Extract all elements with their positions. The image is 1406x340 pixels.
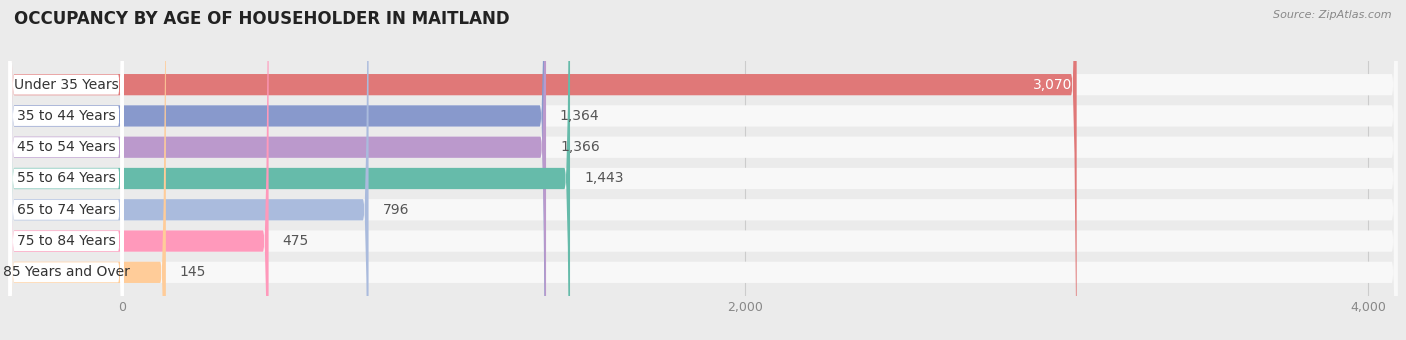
Text: 85 Years and Over: 85 Years and Over xyxy=(3,265,129,279)
FancyBboxPatch shape xyxy=(8,0,124,340)
FancyBboxPatch shape xyxy=(8,0,1398,340)
FancyBboxPatch shape xyxy=(8,0,269,340)
Text: 796: 796 xyxy=(382,203,409,217)
Text: 65 to 74 Years: 65 to 74 Years xyxy=(17,203,115,217)
Text: OCCUPANCY BY AGE OF HOUSEHOLDER IN MAITLAND: OCCUPANCY BY AGE OF HOUSEHOLDER IN MAITL… xyxy=(14,10,510,28)
FancyBboxPatch shape xyxy=(8,0,1077,340)
FancyBboxPatch shape xyxy=(8,0,1398,340)
FancyBboxPatch shape xyxy=(8,0,1398,340)
Text: 3,070: 3,070 xyxy=(1032,78,1071,92)
FancyBboxPatch shape xyxy=(8,0,1398,340)
FancyBboxPatch shape xyxy=(8,0,546,340)
FancyBboxPatch shape xyxy=(8,0,124,340)
Text: 35 to 44 Years: 35 to 44 Years xyxy=(17,109,115,123)
FancyBboxPatch shape xyxy=(8,0,546,340)
Text: 145: 145 xyxy=(180,265,207,279)
Text: 475: 475 xyxy=(283,234,309,248)
Text: 55 to 64 Years: 55 to 64 Years xyxy=(17,171,115,186)
FancyBboxPatch shape xyxy=(8,0,368,340)
FancyBboxPatch shape xyxy=(8,0,569,340)
Text: 1,443: 1,443 xyxy=(583,171,623,186)
FancyBboxPatch shape xyxy=(8,0,166,340)
FancyBboxPatch shape xyxy=(8,0,124,340)
FancyBboxPatch shape xyxy=(8,0,1398,340)
FancyBboxPatch shape xyxy=(8,0,124,340)
FancyBboxPatch shape xyxy=(8,0,124,340)
Text: Source: ZipAtlas.com: Source: ZipAtlas.com xyxy=(1274,10,1392,20)
Text: 45 to 54 Years: 45 to 54 Years xyxy=(17,140,115,154)
FancyBboxPatch shape xyxy=(8,0,124,340)
FancyBboxPatch shape xyxy=(8,0,124,340)
Text: Under 35 Years: Under 35 Years xyxy=(14,78,118,92)
FancyBboxPatch shape xyxy=(8,0,1398,340)
Text: 1,366: 1,366 xyxy=(560,140,600,154)
Text: 1,364: 1,364 xyxy=(560,109,599,123)
Text: 75 to 84 Years: 75 to 84 Years xyxy=(17,234,115,248)
FancyBboxPatch shape xyxy=(8,0,1398,340)
